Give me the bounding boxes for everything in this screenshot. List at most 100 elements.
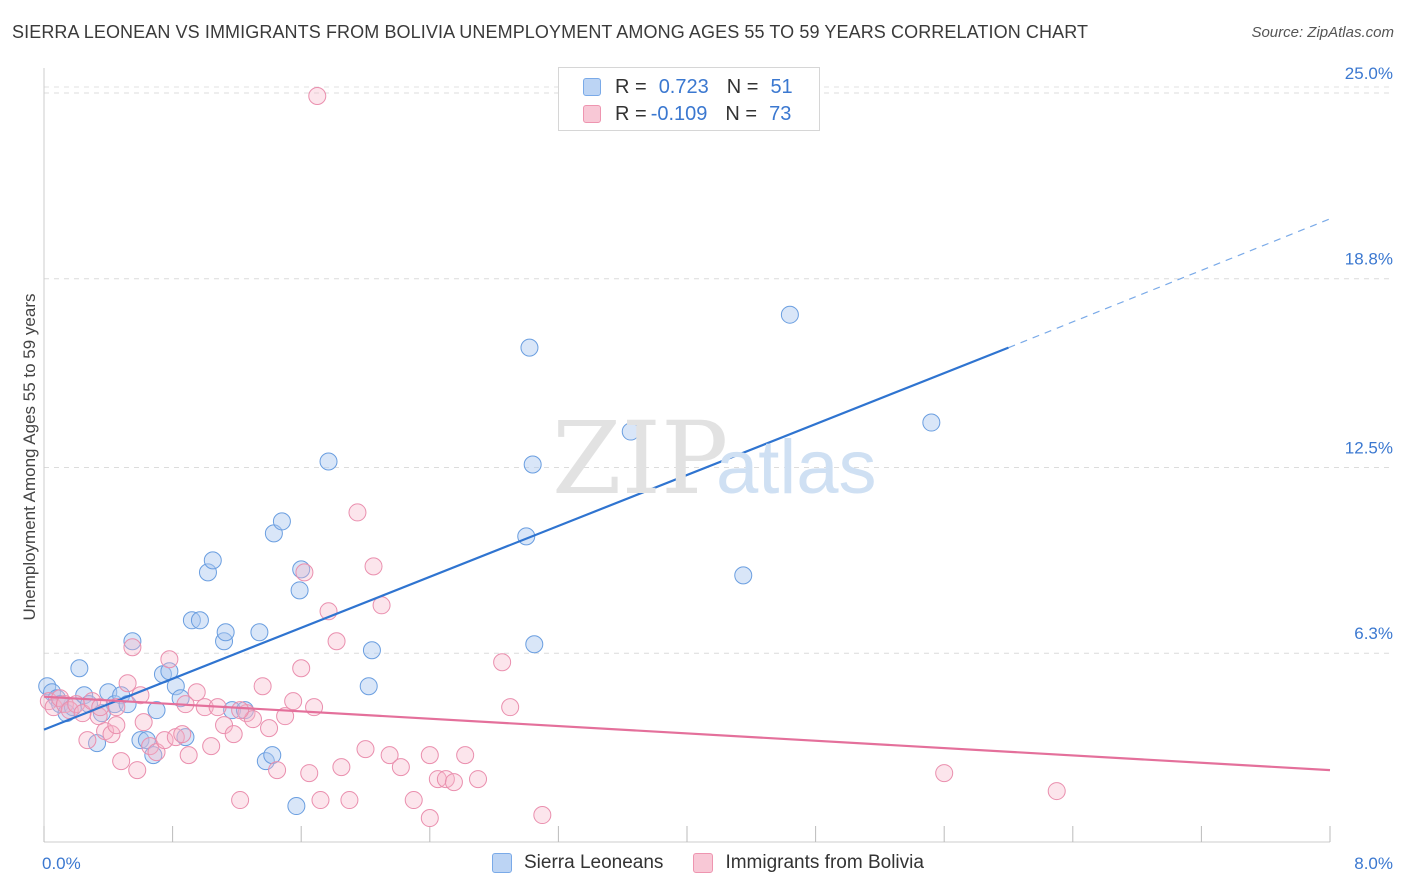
point-sierra-leonean xyxy=(362,641,381,660)
point-sierra-leonean xyxy=(780,305,799,324)
grid-lines xyxy=(44,86,1392,654)
legend-item-bolivia: Immigrants from Bolivia xyxy=(693,852,924,874)
point-sierra-leonean xyxy=(359,677,378,696)
point-bolivia xyxy=(364,557,383,576)
point-bolivia xyxy=(493,653,512,672)
point-sierra-leonean xyxy=(131,731,150,750)
data-points xyxy=(38,86,1066,828)
point-sierra-leonean xyxy=(272,512,291,531)
point-bolivia xyxy=(308,86,327,105)
point-bolivia xyxy=(231,701,250,720)
point-bolivia xyxy=(179,746,198,765)
point-bolivia xyxy=(118,674,137,693)
point-bolivia xyxy=(469,770,488,789)
legend-swatch-sierra xyxy=(492,853,512,873)
point-bolivia xyxy=(107,716,126,735)
x-tick-label-max: 8.0% xyxy=(1354,854,1393,873)
r-label: R = xyxy=(615,102,647,125)
point-bolivia xyxy=(501,698,520,717)
watermark-zip: ZIP xyxy=(552,400,729,517)
point-sierra-leonean xyxy=(525,635,544,654)
point-bolivia xyxy=(332,758,351,777)
point-bolivia xyxy=(935,764,954,783)
point-sierra-leonean xyxy=(171,689,190,708)
y-axis-title: Unemployment Among Ages 55 to 59 years xyxy=(20,293,39,621)
point-bolivia xyxy=(420,809,439,828)
point-bolivia xyxy=(284,692,303,711)
point-sierra-leonean xyxy=(123,632,142,651)
point-sierra-leonean xyxy=(287,797,306,816)
point-sierra-leonean xyxy=(922,413,941,432)
correlation-legend: R = 0.723 N = 51 R = -0.109 N = 73 xyxy=(558,67,820,131)
point-sierra-leonean xyxy=(70,659,89,678)
r-value-sierra: 0.723 xyxy=(658,75,709,98)
point-bolivia xyxy=(404,791,423,810)
point-bolivia xyxy=(102,725,121,744)
point-bolivia xyxy=(160,650,179,669)
legend-swatch-sierra xyxy=(583,78,601,96)
point-sierra-leonean xyxy=(190,611,209,630)
point-bolivia xyxy=(444,773,463,792)
n-value-bolivia: 73 xyxy=(769,102,792,125)
point-bolivia xyxy=(300,764,319,783)
trend-lines xyxy=(43,218,1331,772)
n-value-sierra: 51 xyxy=(770,75,793,98)
point-sierra-leonean xyxy=(520,338,539,357)
point-bolivia xyxy=(327,632,346,651)
point-bolivia xyxy=(311,791,330,810)
chart-title: SIERRA LEONEAN VS IMMIGRANTS FROM BOLIVI… xyxy=(12,22,1089,42)
point-sierra-leonean xyxy=(176,728,195,747)
point-bolivia xyxy=(456,746,475,765)
point-bolivia xyxy=(231,791,250,810)
point-bolivia xyxy=(202,737,221,756)
tick-labels: 6.3% 12.5% 18.8% 25.0% 0.0% 8.0% xyxy=(42,64,1393,873)
point-bolivia xyxy=(292,659,311,678)
x-tick-label-min: 0.0% xyxy=(42,854,81,873)
point-sierra-leonean xyxy=(621,422,640,441)
point-sierra-leonean xyxy=(137,731,156,750)
point-sierra-leonean xyxy=(147,701,166,720)
y-tick-label: 18.8% xyxy=(1345,250,1393,269)
point-bolivia xyxy=(348,503,367,522)
point-sierra-leonean xyxy=(319,452,338,471)
point-sierra-leonean xyxy=(216,623,235,642)
point-sierra-leonean xyxy=(290,581,309,600)
point-bolivia xyxy=(268,761,287,780)
watermark-atlas: atlas xyxy=(716,425,877,510)
point-sierra-leonean xyxy=(263,746,282,765)
y-tick-label: 6.3% xyxy=(1354,624,1393,643)
point-bolivia xyxy=(340,791,359,810)
point-bolivia xyxy=(260,719,279,738)
point-bolivia xyxy=(128,761,147,780)
source-label: Source: ZipAtlas.com xyxy=(1251,24,1394,41)
point-sierra-leonean xyxy=(38,677,57,696)
point-bolivia xyxy=(155,731,174,750)
point-bolivia xyxy=(391,758,410,777)
point-bolivia xyxy=(380,746,399,765)
point-bolivia xyxy=(295,563,314,582)
point-bolivia xyxy=(134,713,153,732)
point-bolivia xyxy=(173,725,192,744)
point-sierra-leonean xyxy=(215,632,234,651)
legend-item-sierra: Sierra Leoneans xyxy=(492,852,663,874)
point-bolivia xyxy=(112,752,131,771)
series-legend: Sierra Leoneans Immigrants from Bolivia xyxy=(492,852,954,874)
r-label: R = xyxy=(615,75,647,98)
point-bolivia xyxy=(253,677,272,696)
point-sierra-leonean xyxy=(198,563,217,582)
point-bolivia xyxy=(533,806,552,825)
n-label: N = xyxy=(726,75,759,98)
point-bolivia xyxy=(224,725,243,744)
point-sierra-leonean xyxy=(734,566,753,585)
legend-row-bolivia: R = -0.109 N = 73 xyxy=(583,101,791,127)
point-sierra-leonean xyxy=(523,455,542,474)
axes xyxy=(43,68,1331,843)
point-sierra-leonean xyxy=(203,551,222,570)
point-bolivia xyxy=(420,746,439,765)
point-bolivia xyxy=(187,683,206,702)
point-bolivia xyxy=(243,710,262,729)
legend-row-sierra: R = 0.723 N = 51 xyxy=(583,74,793,100)
point-sierra-leonean xyxy=(292,560,311,579)
point-sierra-leonean xyxy=(250,623,269,642)
